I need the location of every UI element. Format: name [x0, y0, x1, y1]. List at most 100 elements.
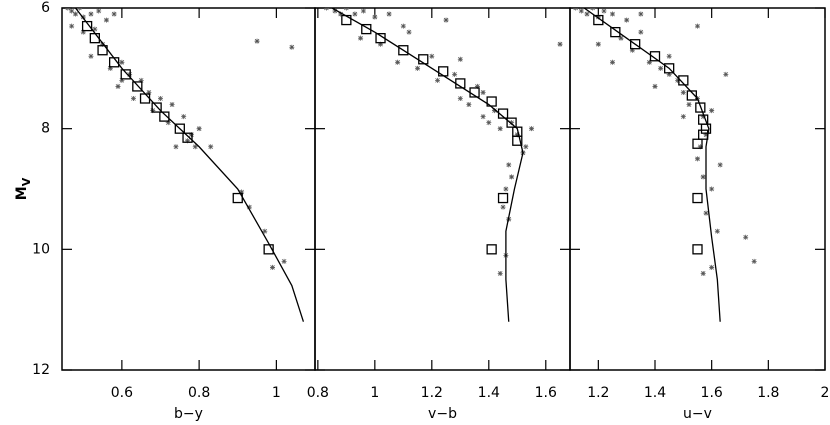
star-point: [686, 102, 692, 108]
star-point: [358, 35, 364, 41]
star-point: [65, 8, 71, 11]
star-point: [703, 132, 709, 138]
star-point: [270, 264, 276, 270]
star-point: [709, 264, 715, 270]
star-point: [523, 144, 529, 150]
y-axis-label-sub: V: [20, 177, 33, 186]
star-point: [480, 114, 486, 120]
y-tick-label: 12: [32, 362, 50, 378]
y-axis-label: MV: [14, 177, 33, 200]
star-point: [429, 53, 435, 59]
star-point: [624, 17, 630, 23]
star-point: [595, 14, 601, 20]
star-point: [378, 41, 384, 47]
star-point: [680, 114, 686, 120]
star-point: [185, 138, 191, 144]
star-point: [103, 17, 109, 23]
star-point: [73, 11, 79, 17]
star-point: [700, 114, 706, 120]
star-point: [119, 59, 125, 65]
x-tick-label: 0.8: [307, 385, 329, 401]
plot-frame: [61, 7, 316, 371]
mean-square: [151, 102, 162, 113]
star-point: [262, 228, 268, 234]
star-point: [457, 56, 463, 62]
star-point: [111, 11, 117, 17]
mean-square: [512, 135, 523, 146]
star-point: [332, 8, 338, 14]
y-tick-label: 8: [41, 121, 50, 137]
star-point: [69, 23, 75, 29]
mean-square: [692, 138, 703, 149]
mean-square: [398, 45, 409, 56]
star-point: [509, 120, 515, 126]
star-point: [680, 89, 686, 95]
mean-square: [438, 66, 449, 77]
mean-square: [692, 244, 703, 255]
x-tick-label: 1.4: [644, 385, 666, 401]
mean-square: [81, 20, 93, 32]
x-tick-label: 1.2: [587, 385, 609, 401]
y-tick-label: 6: [41, 0, 50, 16]
fit-line: [75, 8, 305, 322]
star-point: [497, 126, 503, 132]
star-point: [165, 120, 171, 126]
star-point: [584, 11, 590, 17]
x-tick-label: 0.8: [188, 385, 210, 401]
star-point: [92, 26, 98, 32]
star-point: [80, 29, 86, 35]
y-tick-label: 10: [32, 241, 50, 257]
star-point: [709, 186, 715, 192]
plot-area: [65, 8, 305, 322]
star-point: [181, 114, 187, 120]
star-point: [415, 65, 421, 71]
x-axis-label: u−v: [683, 406, 712, 422]
star-point: [208, 144, 214, 150]
mean-square: [678, 75, 689, 86]
star-point: [107, 65, 113, 71]
star-point: [573, 8, 579, 11]
star-point: [486, 120, 492, 126]
star-point: [646, 59, 652, 65]
star-point: [192, 144, 198, 150]
star-point: [88, 53, 94, 59]
x-tick-label: 2: [821, 385, 830, 401]
mean-square: [686, 90, 697, 101]
mean-square: [664, 63, 675, 74]
mean-square: [610, 26, 621, 38]
star-point: [629, 47, 635, 53]
star-point: [372, 14, 378, 20]
star-point: [395, 59, 401, 65]
star-point: [503, 186, 509, 192]
star-point: [239, 189, 245, 195]
star-point: [557, 41, 563, 47]
star-point: [386, 11, 392, 17]
star-point: [173, 144, 179, 150]
star-point: [578, 8, 584, 14]
star-point: [323, 8, 329, 11]
mean-square: [692, 192, 703, 204]
mean-square: [486, 244, 497, 255]
x-axis-label: v−b: [428, 406, 457, 422]
star-point: [700, 270, 706, 276]
star-point: [352, 11, 358, 17]
star-point: [703, 210, 709, 216]
star-point: [443, 17, 449, 23]
star-point: [500, 204, 506, 210]
star-point: [666, 53, 672, 59]
x-tick-label: 1.6: [701, 385, 723, 401]
mean-square: [120, 69, 131, 80]
star-point: [130, 96, 136, 101]
star-point: [360, 8, 366, 14]
star-point: [638, 29, 644, 35]
star-point: [652, 83, 658, 89]
star-point: [714, 228, 720, 234]
star-point: [400, 23, 406, 29]
star-point: [281, 258, 287, 264]
mean-square: [700, 123, 712, 134]
star-point: [695, 23, 700, 29]
mean-square: [486, 96, 497, 107]
x-tick-label: 1: [370, 385, 379, 401]
mean-square: [139, 93, 151, 104]
